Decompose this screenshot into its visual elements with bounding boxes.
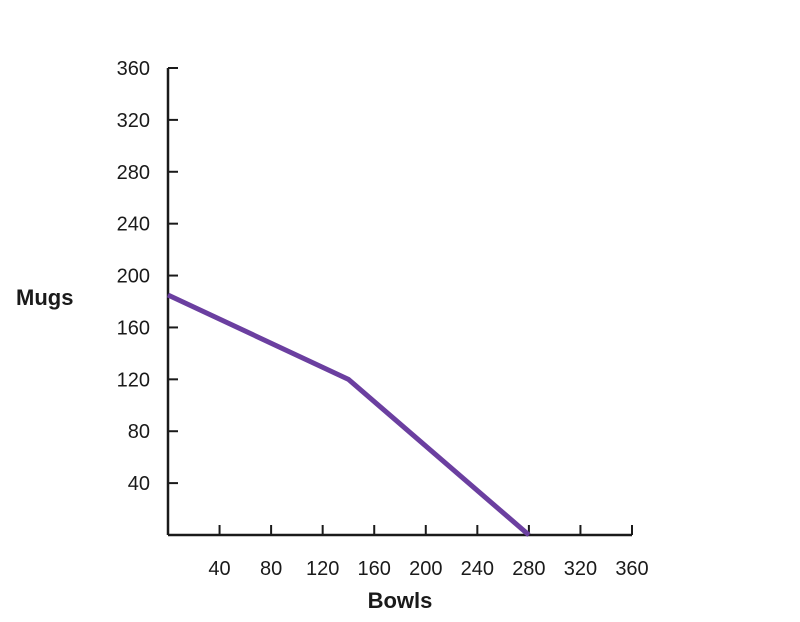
x-axis-title: Bowls bbox=[368, 588, 433, 613]
x-tick-label: 320 bbox=[564, 558, 597, 580]
y-axis-ticks: 40 80 120 160 200 240 280 320 360 bbox=[117, 58, 178, 495]
data-point bbox=[528, 534, 530, 536]
x-tick-label: 360 bbox=[615, 558, 648, 580]
series-line bbox=[166, 292, 531, 537]
y-axis-title: Mugs bbox=[16, 285, 73, 310]
x-tick-label: 120 bbox=[306, 558, 339, 580]
y-tick-label: 320 bbox=[117, 110, 150, 132]
series-layer bbox=[166, 292, 531, 537]
y-tick-label: 160 bbox=[117, 317, 150, 339]
y-tick-label: 40 bbox=[128, 473, 150, 495]
y-tick-label: 360 bbox=[117, 58, 150, 80]
data-point bbox=[347, 378, 349, 380]
y-tick-label: 280 bbox=[117, 162, 150, 184]
y-tick-label: 80 bbox=[128, 421, 150, 443]
y-tick-label: 120 bbox=[117, 369, 150, 391]
x-tick-label: 280 bbox=[512, 558, 545, 580]
x-tick-label: 200 bbox=[409, 558, 442, 580]
x-tick-label: 160 bbox=[358, 558, 391, 580]
x-tick-label: 240 bbox=[461, 558, 494, 580]
x-tick-label: 80 bbox=[260, 558, 282, 580]
data-point bbox=[167, 294, 169, 296]
y-tick-label: 240 bbox=[117, 214, 150, 236]
x-tick-label: 40 bbox=[208, 558, 230, 580]
y-tick-label: 200 bbox=[117, 266, 150, 288]
x-axis-ticks: 40 80 120 160 200 240 280 320 360 bbox=[208, 525, 649, 580]
